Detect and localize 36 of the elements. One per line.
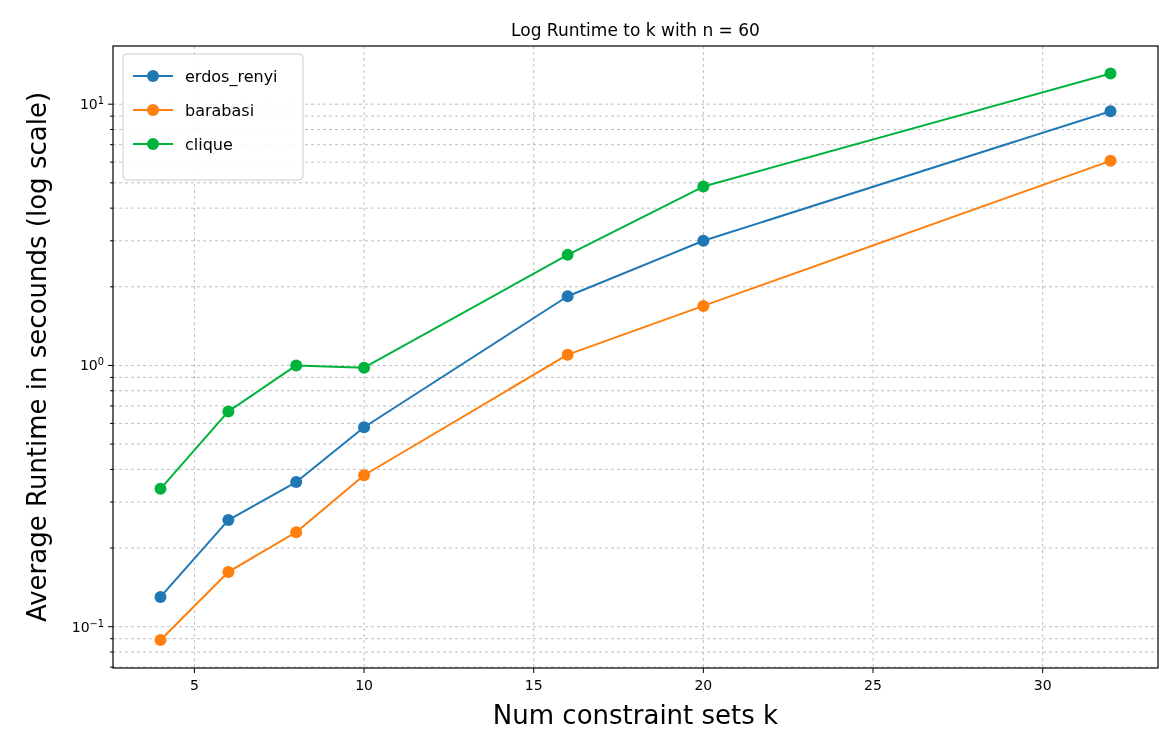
- point: [290, 476, 303, 489]
- point: [1104, 105, 1117, 118]
- x-tick-label: 5: [189, 677, 199, 693]
- point: [154, 633, 167, 646]
- point: [561, 248, 574, 261]
- y-tick-label: 10$^{−1}$: [71, 617, 104, 635]
- x-tick-label: 15: [524, 677, 543, 693]
- point: [358, 469, 371, 482]
- x-tick-label: 25: [864, 677, 882, 693]
- point: [222, 565, 235, 578]
- y-tick-label: 10$^{1}$: [79, 94, 104, 113]
- point: [222, 514, 235, 527]
- point: [290, 359, 303, 372]
- point: [697, 299, 710, 312]
- x-tick-label: 20: [694, 677, 713, 693]
- point: [697, 180, 710, 193]
- chart-title: Log Runtime to k with n = 60: [511, 20, 760, 40]
- legend-label: erdos_renyi: [185, 67, 278, 87]
- x-axis-title: Num constraint sets k: [492, 700, 779, 730]
- x-tick-label: 10: [355, 677, 373, 693]
- x-tick-label: 30: [1033, 677, 1052, 693]
- legend-label: clique: [185, 135, 233, 154]
- point: [561, 290, 574, 303]
- legend-label: barabasi: [185, 101, 255, 120]
- point: [222, 405, 235, 418]
- y-tick-label: 10$^{0}$: [79, 355, 104, 374]
- point: [358, 361, 371, 374]
- point: [290, 526, 303, 539]
- point: [358, 421, 371, 434]
- point: [561, 348, 574, 361]
- point: [697, 234, 710, 247]
- y-axis-title: Average Runtime in secounds (log scale): [22, 91, 52, 623]
- point: [154, 482, 167, 495]
- point: [1104, 154, 1117, 167]
- point: [1104, 67, 1117, 80]
- point: [154, 590, 167, 603]
